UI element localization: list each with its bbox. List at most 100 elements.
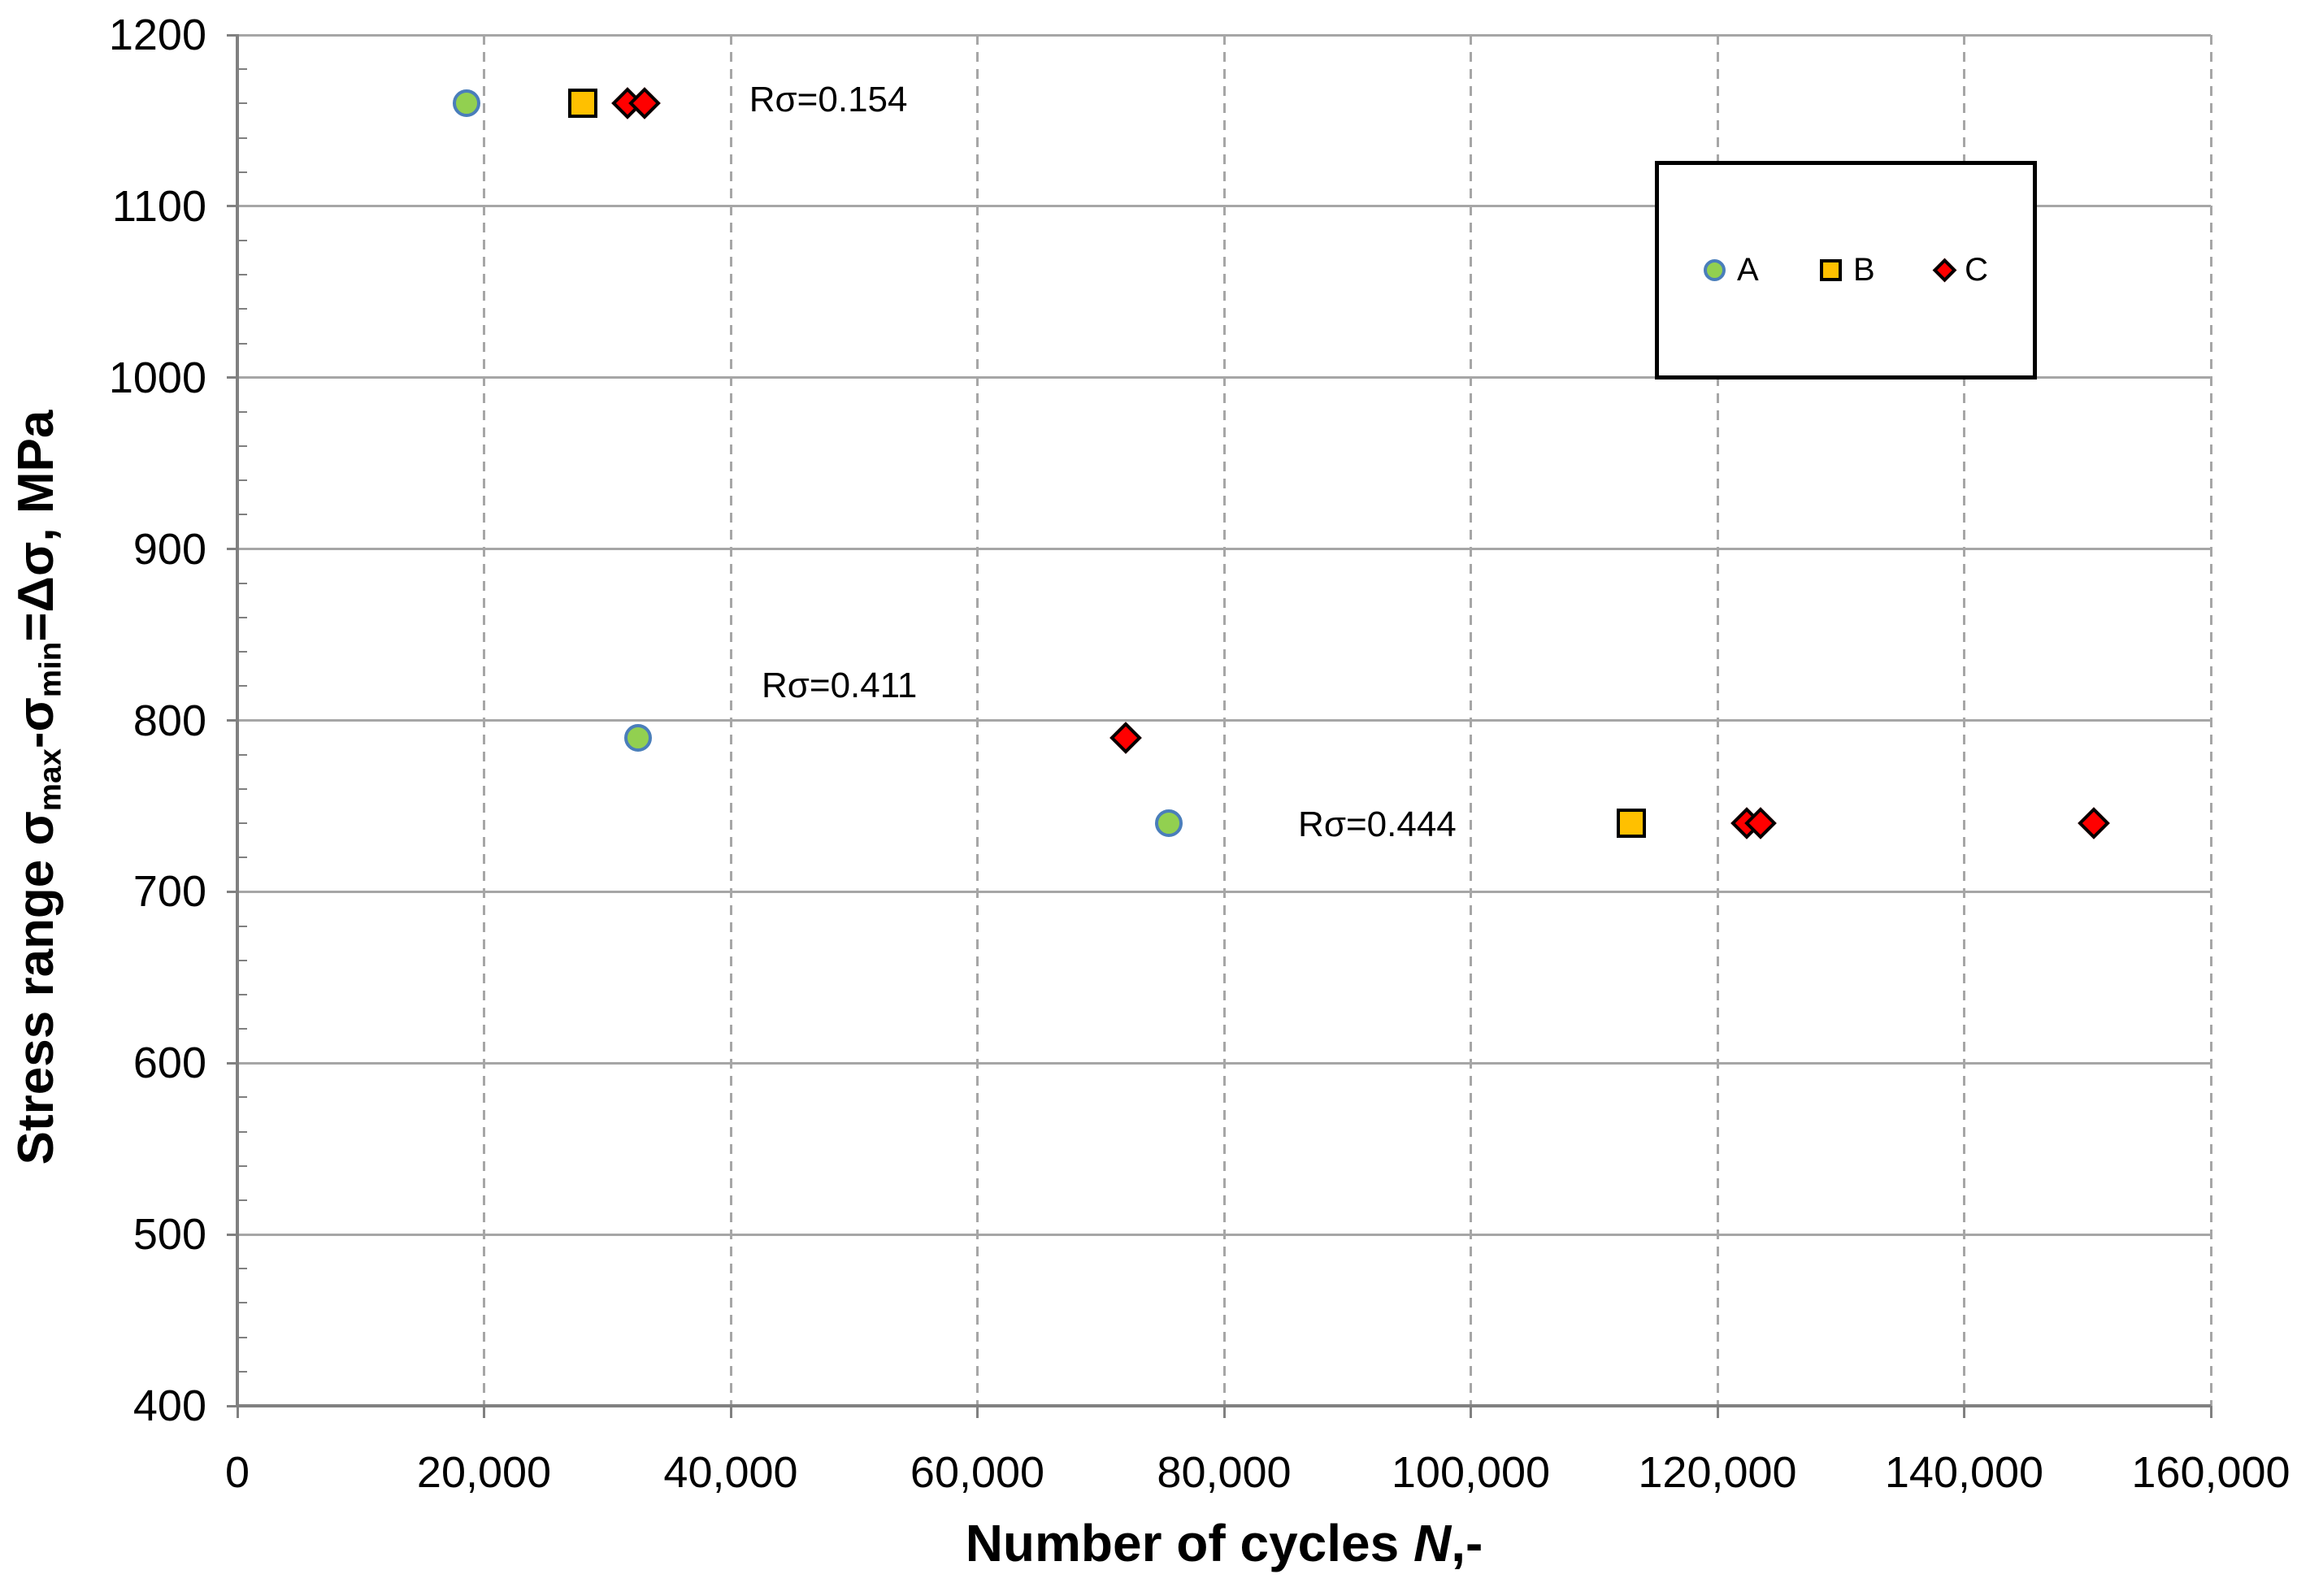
y-axis-minor-tick	[237, 822, 247, 825]
y-axis-minor-tick	[237, 959, 247, 961]
y-tick-label: 1000	[108, 353, 206, 402]
y-axis-minor-tick	[237, 1130, 247, 1133]
v-gridline	[1716, 35, 1719, 1406]
data-point-b	[567, 89, 597, 119]
x-tick-label: 60,000	[910, 1448, 1045, 1497]
v-gridline	[1470, 35, 1472, 1406]
legend-square-marker-icon	[1820, 259, 1843, 281]
x-axis-tick	[1716, 1406, 1719, 1418]
data-point-a	[1154, 809, 1183, 838]
y-axis-minor-tick	[237, 582, 247, 584]
x-tick-label: 100,000	[1391, 1448, 1551, 1497]
y-axis-major-tick	[227, 1233, 239, 1236]
y-tick-label: 600	[132, 1039, 206, 1088]
x-axis-tick	[2209, 1406, 2212, 1418]
v-gridline	[729, 35, 732, 1406]
y-axis-minor-tick	[237, 102, 247, 105]
x-axis-tick	[729, 1406, 732, 1418]
y-axis-major-tick	[227, 719, 239, 722]
y-tick-label: 700	[132, 867, 206, 917]
y-axis-minor-tick	[237, 308, 247, 310]
y-tick-label: 900	[132, 524, 206, 574]
y-axis-title-subscript-min: min	[33, 641, 68, 698]
y-axis-minor-tick	[237, 925, 247, 927]
y-axis-minor-tick	[237, 1199, 247, 1201]
y-tick-label: 1200	[108, 11, 206, 59]
annotation-label: Rσ=0.444	[1298, 805, 1457, 845]
y-axis-major-tick	[227, 1061, 239, 1065]
x-tick-label: 40,000	[663, 1448, 798, 1497]
y-axis-minor-tick	[237, 171, 247, 173]
legend-label-b: B	[1853, 252, 1875, 288]
x-tick-label: 0	[224, 1448, 250, 1497]
x-axis-tick	[483, 1406, 485, 1418]
y-axis-major-tick	[227, 548, 239, 551]
y-axis-minor-tick	[237, 1096, 247, 1099]
x-tick-label: 120,000	[1638, 1448, 1797, 1497]
y-axis-minor-tick	[237, 514, 247, 516]
x-tick-label: 160,000	[2131, 1448, 2290, 1497]
x-axis-title-variable: N	[1413, 1514, 1452, 1572]
v-gridline	[976, 35, 979, 1406]
x-axis-tick	[1470, 1406, 1472, 1418]
y-axis-minor-tick	[237, 1164, 247, 1167]
y-axis-minor-tick	[237, 445, 247, 448]
y-axis-major-tick	[227, 890, 239, 893]
x-tick-label: 20,000	[416, 1448, 552, 1497]
y-tick-label: 400	[132, 1381, 206, 1430]
y-axis-minor-tick	[237, 787, 247, 790]
y-axis-title: Stress range σmax-σmin=Δσ, MPa	[8, 410, 68, 1165]
x-axis-tick	[1963, 1406, 1965, 1418]
x-axis-title: Number of cycles N,-	[965, 1514, 1483, 1572]
y-axis-minor-tick	[237, 857, 247, 859]
legend-label-c: C	[1965, 252, 1988, 288]
y-axis-minor-tick	[237, 68, 247, 71]
x-tick-label: 140,000	[1884, 1448, 2044, 1497]
y-axis-minor-tick	[237, 342, 247, 345]
annotation-label: Rσ=0.154	[749, 80, 908, 120]
y-axis-minor-tick	[237, 274, 247, 276]
y-axis-title-subscript-max: max	[33, 748, 68, 812]
y-tick-label: 800	[132, 696, 206, 745]
data-point-a	[453, 89, 481, 118]
y-axis-minor-tick	[237, 479, 247, 482]
x-axis-tick	[236, 1406, 239, 1418]
legend-item-c: C	[1932, 252, 1988, 288]
y-axis-minor-tick	[237, 1028, 247, 1030]
legend-diamond-marker-icon	[1932, 258, 1957, 283]
v-gridline	[1963, 35, 1965, 1406]
y-axis-minor-tick	[237, 651, 247, 653]
v-gridline	[1222, 35, 1226, 1406]
y-tick-label: 500	[132, 1210, 206, 1260]
x-tick-label: 80,000	[1157, 1448, 1292, 1497]
x-axis-tick	[976, 1406, 979, 1418]
y-axis-major-tick	[227, 205, 239, 208]
legend-label-a: A	[1737, 252, 1759, 288]
y-axis-minor-tick	[237, 993, 247, 995]
y-tick-label: 1100	[111, 181, 206, 231]
y-axis-minor-tick	[237, 1268, 247, 1270]
legend-box: A B C	[1655, 161, 2037, 379]
y-axis-minor-tick	[237, 616, 247, 618]
data-point-c	[2078, 807, 2110, 839]
y-axis-major-tick	[227, 33, 239, 37]
y-axis-major-tick	[227, 1404, 239, 1407]
v-gridline	[483, 35, 485, 1406]
annotation-label: Rσ=0.411	[761, 666, 918, 706]
y-axis-minor-tick	[237, 753, 247, 756]
legend-item-a: A	[1704, 252, 1759, 288]
y-axis-minor-tick	[237, 240, 247, 242]
y-axis-minor-tick	[237, 685, 247, 687]
data-point-b	[1616, 809, 1646, 839]
y-axis-minor-tick	[237, 137, 247, 139]
data-point-a	[624, 723, 653, 752]
data-point-c	[1109, 721, 1142, 754]
legend-circle-marker-icon	[1704, 259, 1726, 281]
legend-item-b: B	[1820, 252, 1875, 288]
y-axis-minor-tick	[237, 410, 247, 413]
y-axis-minor-tick	[237, 1370, 247, 1373]
y-axis-minor-tick	[237, 1336, 247, 1338]
x-axis-tick	[1222, 1406, 1226, 1418]
v-gridline	[2209, 35, 2212, 1406]
